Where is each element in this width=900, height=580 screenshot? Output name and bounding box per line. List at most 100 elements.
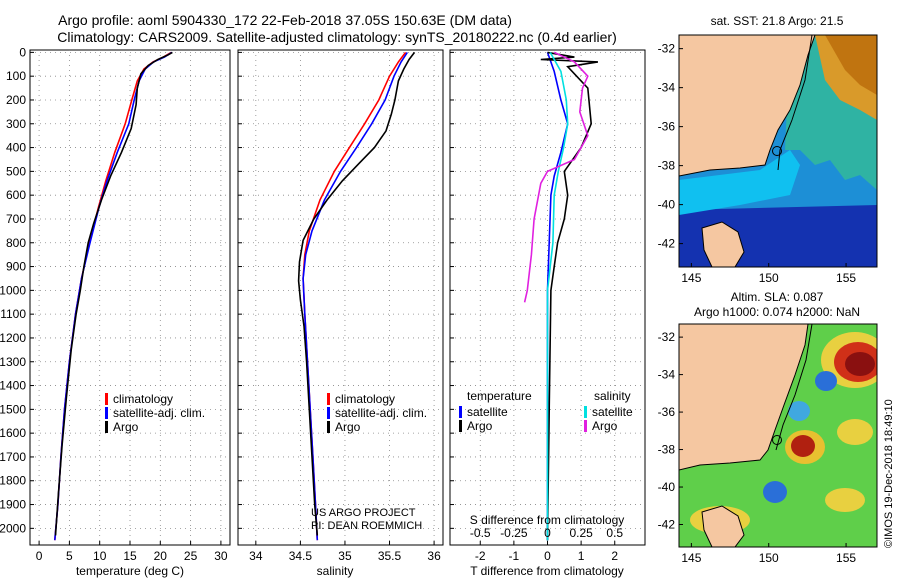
- map-y-tick-label: -34: [658, 81, 676, 95]
- salinity-plot-frame: [237, 49, 444, 546]
- x-tick-label: 0: [544, 549, 551, 563]
- salinity-panel: 34 34.5 35 35.5 36 salinity climatology sate…: [237, 49, 444, 578]
- difference-xlabel: T difference from climatology: [470, 564, 624, 578]
- sst-map-image: [679, 35, 877, 267]
- map-y-tick-label: -40: [658, 198, 676, 212]
- x-tick-label: -1: [509, 549, 520, 563]
- depth-tick-label: 1800: [0, 474, 26, 488]
- depth-tick-label: 1100: [0, 307, 26, 321]
- sst-hot-core: [825, 35, 877, 95]
- map-x-tick-label: 145: [681, 551, 701, 565]
- legend-s-satellite-label: satellite: [592, 405, 633, 419]
- map-y-tick-label: -32: [658, 42, 676, 56]
- temperature-lines: [54, 51, 173, 541]
- sla-low-north: [815, 371, 837, 391]
- legend-satellite-swatch: [105, 407, 108, 419]
- sla-low-mid: [788, 401, 810, 421]
- salinity-grid: [238, 50, 443, 545]
- sla-map-title: Altim. SLA: 0.087: [731, 290, 824, 304]
- sla-argo-location-marker: [772, 435, 782, 445]
- map-y-tick-label: -36: [658, 405, 676, 419]
- temperature-panel: 0 5 10 15 20 25 30 temperature (deg C) climato…: [29, 49, 231, 578]
- x-tick-label: 5: [66, 549, 73, 563]
- map-y-tick-label: -38: [658, 443, 676, 457]
- sst-map-title: sat. SST: 21.8 Argo: 21.5: [711, 14, 844, 28]
- x-tick-label: 1: [578, 549, 585, 563]
- sla-map-axes: 145 150 155 -32 -34 -36 -38 -40 -42: [658, 330, 857, 565]
- depth-tick-label: 300: [6, 117, 26, 131]
- depth-tick-label: 1700: [0, 450, 26, 464]
- legend-climatology-label: climatology: [113, 392, 173, 406]
- depth-tick-label: 1200: [0, 331, 26, 345]
- depth-tick-label: 800: [6, 236, 26, 250]
- difference-grid: [450, 50, 645, 545]
- x-tick-label: 20: [154, 549, 168, 563]
- x-tick-label: 0: [36, 549, 43, 563]
- depth-tick-label: 1600: [0, 426, 26, 440]
- salinity-xlabel: salinity: [317, 564, 354, 578]
- s-difference-title: S difference from climatology: [470, 513, 625, 527]
- legend-argo-swatch: [327, 421, 330, 433]
- x-tick-label: 30: [214, 549, 228, 563]
- series-line-argo: [297, 51, 416, 536]
- temperature-x-axis: 0 5 10 15 20 25 30: [36, 541, 228, 563]
- depth-tick-label: 2000: [0, 521, 26, 535]
- x-tick-label: 35: [338, 549, 352, 563]
- sst-shelf-contour: [777, 35, 813, 171]
- depth-tick-label: 100: [6, 69, 26, 83]
- legend-t-argo-label: Argo: [467, 419, 493, 433]
- depth-tick-label: 1500: [0, 402, 26, 416]
- s-tick-label: 0.25: [569, 526, 593, 540]
- series-line-argo: [54, 51, 173, 536]
- depth-tick-label: 600: [6, 188, 26, 202]
- legend-climatology-swatch: [105, 393, 108, 405]
- s-tick-label: -0.5: [470, 526, 491, 540]
- series-line-sal_satellite: [546, 52, 569, 541]
- legend-argo-swatch: [105, 421, 108, 433]
- sla-map-image: [679, 324, 877, 547]
- temperature-legend: climatology satellite-adj. clim. Argo: [105, 392, 205, 434]
- map-x-tick-label: 150: [759, 551, 779, 565]
- depth-tick-label: 1000: [0, 283, 26, 297]
- legend-t-satellite-swatch: [459, 406, 462, 418]
- x-tick-label: 2: [611, 549, 618, 563]
- s-tick-label: -0.25: [500, 526, 528, 540]
- map-y-tick-label: -42: [658, 237, 676, 251]
- salinity-lines: [297, 51, 416, 541]
- map-x-tick-label: 150: [759, 271, 779, 285]
- sst-map-frame: [678, 34, 878, 268]
- depth-tick-label: 500: [6, 164, 26, 178]
- s-tick-label: 0.5: [606, 526, 623, 540]
- legend-t-argo-swatch: [459, 420, 462, 432]
- legend-satellite-label: satellite-adj. clim.: [335, 406, 427, 420]
- header-title-line2: Climatology: CARS2009. Satellite-adjuste…: [57, 29, 617, 45]
- depth-tick-label: 900: [6, 260, 26, 274]
- sla-eddy-core: [791, 435, 815, 457]
- sla-high-peak: [845, 352, 875, 376]
- sla-land-tasmania: [701, 505, 745, 547]
- series-line-satellite: [302, 51, 408, 541]
- depth-tick-label: 1300: [0, 355, 26, 369]
- sst-map-panel: sat. SST: 21.8 Argo: 21.5 145 150 155 -32 -3…: [658, 14, 878, 285]
- x-tick-label: 25: [184, 549, 198, 563]
- legend-satellite-label: satellite-adj. clim.: [113, 406, 205, 420]
- legend-s-argo-swatch: [584, 420, 587, 432]
- map-y-tick-label: -42: [658, 518, 676, 532]
- x-tick-label: 34: [249, 549, 263, 563]
- credit-pi: PI: DEAN ROEMMICH: [311, 520, 422, 532]
- sst-argo-location-marker: [772, 146, 782, 156]
- map-y-tick-label: -36: [658, 120, 676, 134]
- sst-land-tasmania: [701, 221, 745, 267]
- temperature-xlabel: temperature (deg C): [76, 564, 184, 578]
- legend-temperature-heading: temperature: [467, 389, 532, 403]
- legend-satellite-swatch: [327, 407, 330, 419]
- sla-high-east: [837, 419, 873, 445]
- salinity-difference-axis: -0.5 -0.25 0 0.25 0.5: [470, 526, 623, 540]
- map-x-tick-label: 155: [836, 551, 856, 565]
- sst-mixed-band: [679, 150, 800, 215]
- sla-map-panel: Altim. SLA: 0.087 Argo h1000: 0.074 h200…: [658, 290, 878, 565]
- depth-tick-label: 200: [6, 93, 26, 107]
- salinity-x-axis: 34 34.5 35 35.5 36: [249, 541, 441, 563]
- difference-x-axis: -2 -1 0 1 2: [475, 541, 618, 563]
